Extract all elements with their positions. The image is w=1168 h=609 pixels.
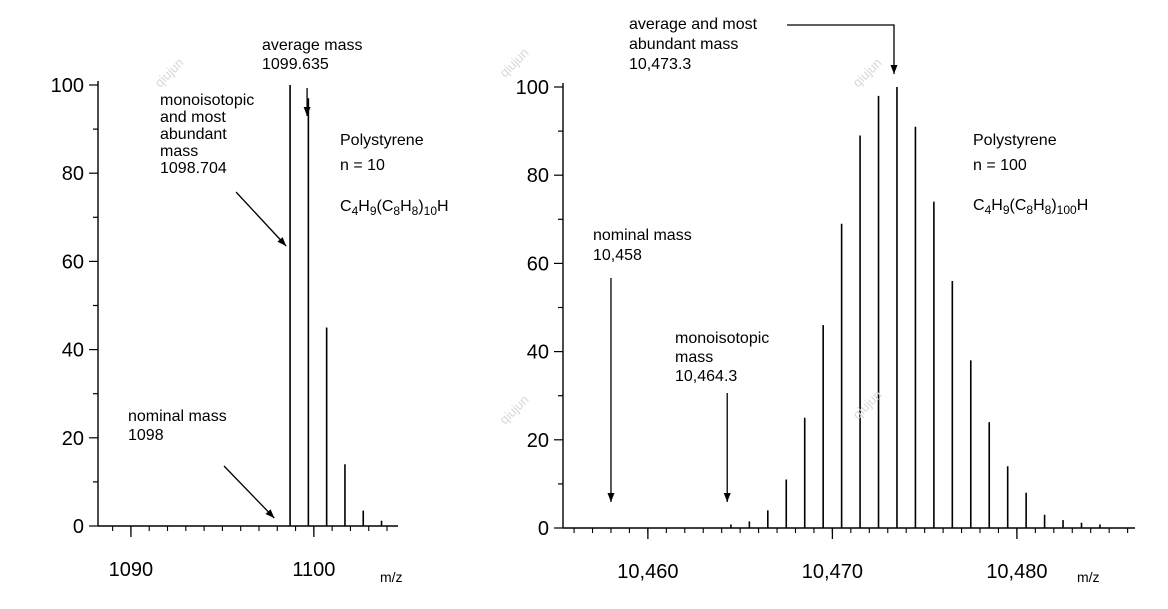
average-mass-label-line: 10,473.3 [629, 56, 691, 73]
monoisotopic-mass-arrow [235, 191, 287, 247]
x-tick-label: 1090 [109, 559, 154, 581]
polymer-title-line: Polystyrene [973, 132, 1057, 149]
watermark-text: qiujun [497, 392, 532, 427]
y-tick-label: 0 [73, 516, 84, 538]
y-tick-label: 60 [62, 251, 84, 273]
y-tick-label: 100 [516, 77, 549, 99]
nominal-mass-label-line: nominal mass [593, 227, 692, 244]
y-tick-label: 20 [527, 430, 549, 452]
polymer-title-line: n = 10 [340, 157, 385, 174]
y-tick-label: 60 [527, 253, 549, 275]
monoisotopic-mass-label-line: abundant [160, 126, 227, 143]
y-tick-label: 20 [62, 428, 84, 450]
formula: C4H9(C8H8)100H [973, 197, 1088, 217]
x-tick-label: 10,460 [617, 561, 678, 583]
right-chart-panel: 0 20 40 60 80 100 10,460 10,470 10,480 m/z average… [516, 16, 1135, 585]
nominal-mass-label-line: nominal mass [128, 408, 227, 425]
monoisotopic-mass-label-line: mass [675, 349, 713, 366]
monoisotopic-mass-label-line: 1098.704 [160, 160, 227, 177]
y-tick-label: 0 [538, 518, 549, 540]
average-mass-label-line: average mass [262, 37, 363, 54]
watermark-text: qiujun [152, 55, 187, 90]
y-tick-label: 80 [527, 165, 549, 187]
x-tick-label: 10,480 [986, 561, 1047, 583]
watermark-text: qiujun [850, 55, 885, 90]
average-mass-label-line: abundant mass [629, 36, 738, 53]
monoisotopic-mass-label-line: 10,464.3 [675, 368, 737, 385]
x-tick-label: 10,470 [802, 561, 863, 583]
left-chart-panel: 0 20 40 60 80 100 1090 1100 m/z average mass 1099.… [51, 37, 449, 585]
nominal-mass-label-line: 10,458 [593, 247, 642, 264]
y-tick-label: 80 [62, 163, 84, 185]
monoisotopic-mass-label-line: mass [160, 143, 198, 160]
nominal-mass-label-line: 1098 [128, 427, 164, 444]
average-mass-label-line: average and most [629, 16, 758, 33]
x-tick-label: 1100 [292, 559, 335, 581]
average-mass-label-line: 1099.635 [262, 56, 329, 73]
y-tick-label: 40 [62, 340, 84, 362]
average-mass-arrow [787, 24, 898, 74]
y-tick-label: 100 [51, 75, 84, 97]
nominal-mass-arrow [223, 465, 275, 519]
polymer-title-line: n = 100 [973, 157, 1027, 174]
watermark-layer: qiujun qiujun qiujun qiujun qiujun [152, 45, 885, 427]
x-axis-label: m/z [380, 569, 403, 585]
x-axis-label: m/z [1077, 569, 1100, 585]
monoisotopic-mass-label-line: monoisotopic [675, 330, 769, 347]
watermark-text: qiujun [850, 387, 885, 422]
y-tick-label: 40 [527, 342, 549, 364]
monoisotopic-mass-label-line: and most [160, 109, 226, 126]
polymer-title-line: Polystyrene [340, 132, 424, 149]
monoisotopic-mass-label-line: monoisotopic [160, 92, 254, 109]
watermark-text: qiujun [497, 45, 532, 80]
formula: C4H9(C8H8)10H [340, 198, 449, 218]
